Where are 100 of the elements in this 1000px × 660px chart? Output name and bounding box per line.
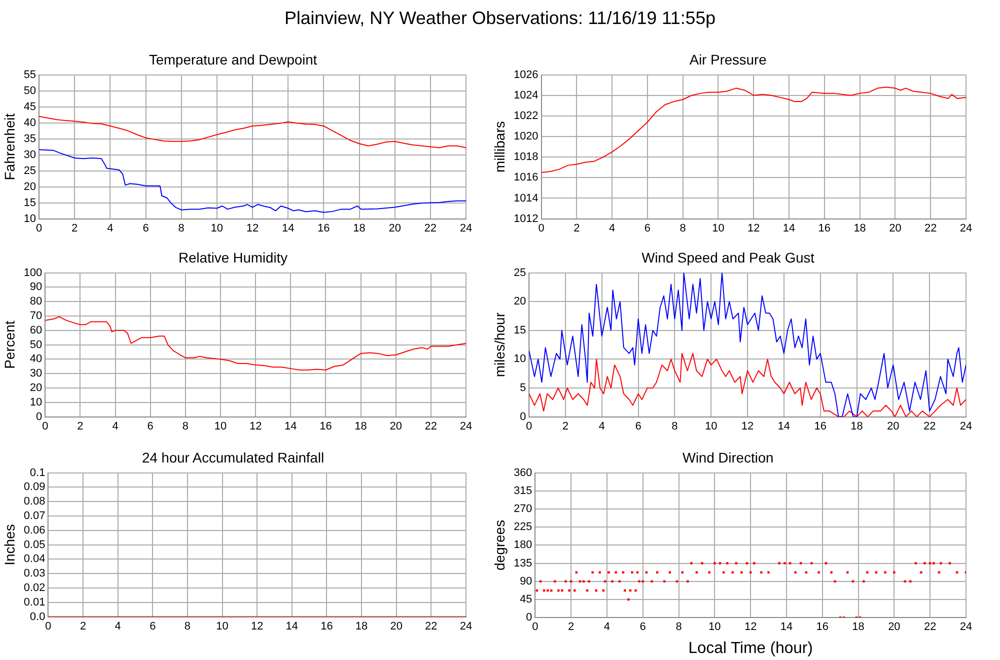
- text: Plainview, NY Weather Observations: 11/16/19 11:55p: [284, 8, 716, 29]
- y-tick-label: 0: [520, 410, 526, 423]
- y-tick-label: 80: [30, 296, 42, 308]
- y-tick-label: 35: [24, 132, 36, 145]
- x-tick-label: 24: [460, 420, 472, 432]
- y-tick-label: 30: [30, 368, 42, 380]
- x-tick-label: 4: [114, 620, 121, 632]
- x-tick-label: 8: [184, 620, 191, 632]
- x-tick-label: 16: [318, 222, 330, 234]
- y-tick-label: 315: [514, 484, 532, 497]
- x-tick-label: 6: [635, 420, 642, 432]
- x-tick-label: 8: [676, 621, 682, 634]
- y-tick-label: 55: [24, 68, 36, 81]
- chart-title: 24 hour Accumulated Rainfall: [142, 449, 324, 466]
- y-tick-label: 1026: [514, 68, 538, 81]
- x-tick-label: 22: [924, 222, 937, 234]
- x-tick-label: 8: [680, 222, 686, 234]
- y-tick-label: 0.09: [24, 481, 46, 494]
- x-tick-label: 20: [889, 222, 902, 234]
- y-tick-label: 1012: [514, 212, 538, 225]
- y-tick-label: 70: [30, 310, 42, 322]
- x-tick-label: 4: [598, 420, 605, 432]
- y-tick-label: 50: [24, 84, 36, 97]
- x-tick-label: 18: [852, 621, 864, 634]
- x-tick-label: 14: [284, 420, 297, 432]
- y-tick-label: 0: [36, 410, 42, 423]
- x-tick-label: 22: [425, 620, 438, 632]
- x-tick-label: 2: [72, 222, 78, 234]
- y-tick-label: 0: [526, 612, 532, 624]
- x-tick-label: 10: [712, 222, 724, 234]
- x-tick-label: 8: [182, 420, 188, 432]
- y-tick-label: 0.08: [24, 496, 46, 508]
- y-tick-label: 20: [30, 382, 42, 394]
- x-tick-label: 14: [286, 620, 298, 632]
- x-tick-label: 20: [388, 222, 401, 234]
- y-tick-label: 10: [30, 396, 42, 408]
- x-tick-label: 14: [780, 621, 793, 634]
- y-axis-title: miles/hour: [491, 312, 508, 378]
- x-tick-label: 2: [80, 620, 86, 632]
- y-tick-label: 225: [514, 521, 532, 534]
- x-tick-label: 4: [107, 222, 114, 234]
- x-tick-label: 10: [708, 621, 721, 634]
- x-tick-label: 12: [246, 222, 259, 234]
- y-tick-label: 5: [520, 382, 526, 394]
- y-tick-label: 1024: [514, 89, 538, 102]
- x-tick-label: 16: [320, 620, 333, 632]
- y-tick-label: 25: [24, 164, 36, 177]
- x-tick-label: 24: [960, 420, 972, 432]
- x-tick-label: 22: [424, 420, 438, 432]
- x-tick-label: 24: [960, 222, 972, 234]
- x-tick-label: 18: [850, 420, 863, 432]
- y-tick-label: 30: [24, 148, 36, 161]
- x-tick-label: 2: [77, 420, 84, 432]
- x-tick-label: 4: [604, 621, 610, 634]
- x-tick-label: 10: [704, 420, 718, 432]
- x-tick-label: 10: [210, 222, 224, 234]
- y-tick-label: 20: [24, 180, 36, 193]
- y-tick-label: 15: [24, 196, 36, 209]
- x-tick-label: 24: [460, 222, 472, 234]
- y-tick-label: 50: [30, 338, 42, 351]
- x-tick-label: 20: [887, 420, 900, 432]
- y-tick-label: 0.07: [24, 510, 46, 522]
- x-tick-label: 14: [282, 222, 294, 234]
- x-tick-label: 16: [818, 222, 831, 234]
- y-tick-label: 45: [24, 100, 36, 113]
- x-tick-label: 16: [320, 420, 332, 432]
- x-tick-label: 12: [249, 420, 262, 432]
- x-tick-label: 16: [814, 420, 826, 432]
- x-tick-label: 4: [608, 222, 616, 234]
- chart-title: Wind Speed and Peak Gust: [642, 249, 814, 266]
- y-axis-title: Fahrenheit: [1, 113, 18, 180]
- x-tick-label: 2: [574, 222, 580, 234]
- x-tick-label: 22: [924, 621, 936, 634]
- y-axis-title: millibars: [491, 121, 508, 172]
- x-tick-label: 24: [960, 621, 972, 634]
- y-tick-label: 10: [24, 212, 36, 225]
- x-tick-label: 22: [424, 222, 437, 234]
- y-tick-label: 1020: [514, 130, 538, 143]
- y-tick-label: 270: [514, 503, 532, 516]
- chart-title: Temperature and Dewpoint: [148, 51, 318, 68]
- x-axis-title: Local Time (hour): [688, 640, 813, 657]
- x-tick-label: 2: [562, 420, 569, 432]
- x-tick-label: 16: [816, 621, 829, 634]
- x-tick-label: 18: [353, 222, 366, 234]
- y-tick-label: 90: [30, 281, 42, 294]
- y-tick-label: 135: [514, 557, 532, 570]
- chart-title: Wind Direction: [682, 449, 774, 466]
- x-tick-label: 6: [150, 620, 156, 632]
- x-tick-label: 20: [390, 620, 402, 632]
- x-tick-label: 12: [744, 621, 757, 634]
- y-tick-label: 20: [514, 296, 526, 308]
- y-tick-label: 25: [514, 266, 526, 279]
- x-tick-label: 20: [888, 621, 900, 634]
- x-tick-label: 6: [147, 420, 154, 432]
- y-tick-label: 1016: [514, 172, 538, 184]
- y-tick-label: 0.01: [24, 596, 46, 608]
- y-tick-label: 60: [30, 324, 42, 336]
- y-tick-label: 180: [514, 539, 532, 552]
- x-tick-label: 10: [216, 620, 228, 632]
- y-tick-label: 15: [514, 324, 526, 336]
